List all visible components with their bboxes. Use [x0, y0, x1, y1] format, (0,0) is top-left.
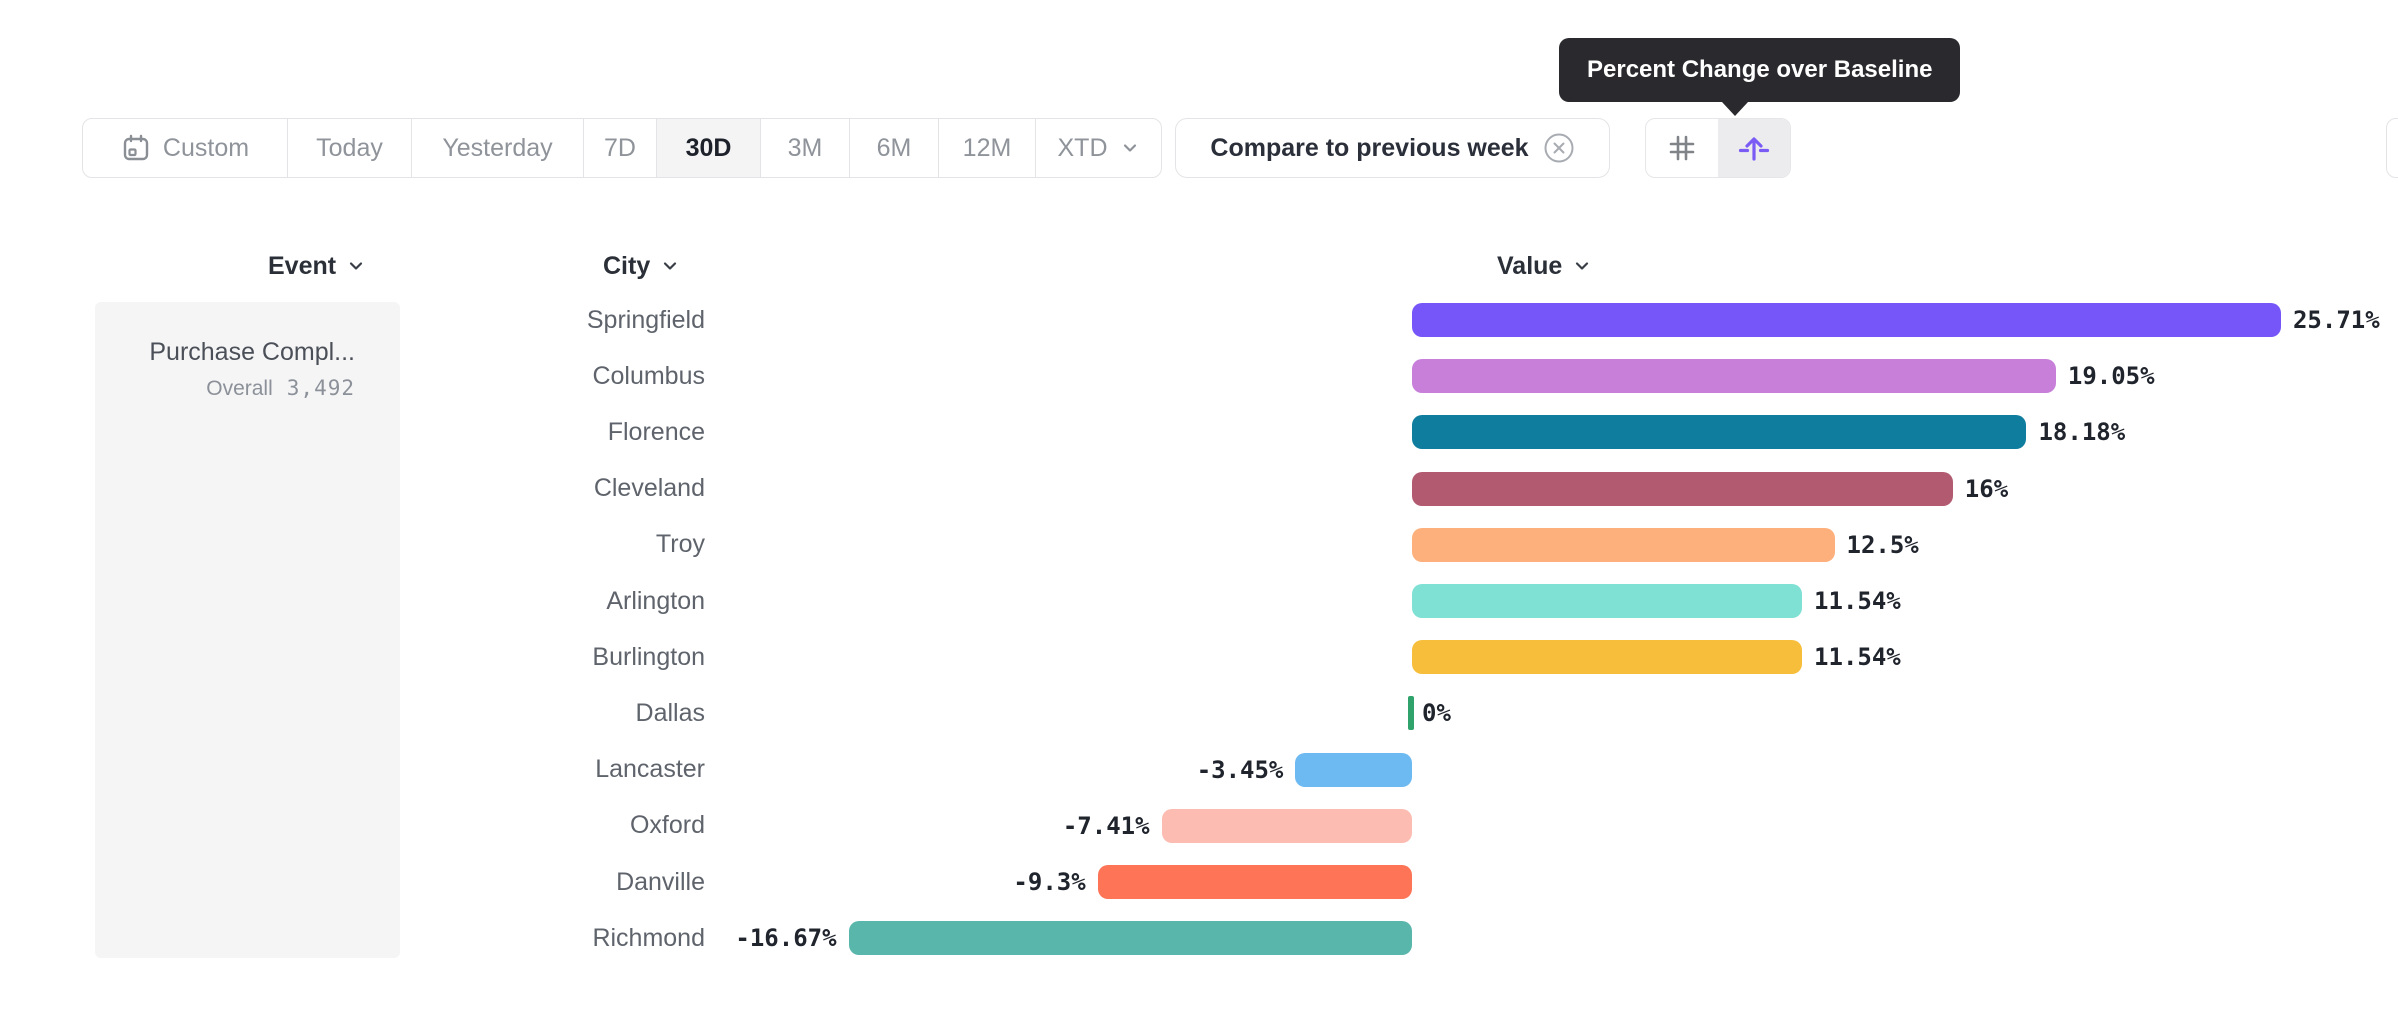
chart-row-cleveland: Cleveland 16%: [0, 461, 2398, 517]
bar-columbus[interactable]: [1412, 359, 2056, 394]
value-label: 0%: [1422, 699, 1451, 728]
bar-cleveland[interactable]: [1412, 471, 1953, 506]
bar-dallas[interactable]: [1408, 696, 1414, 731]
chevron-down-icon: [1576, 262, 1589, 270]
date-range-yesterday-button[interactable]: Yesterday: [412, 119, 584, 177]
chart-row-florence: Florence 18.18%: [0, 404, 2398, 460]
value-label: -16.67%: [735, 924, 837, 953]
value-label: 12.5%: [1846, 530, 1919, 559]
bar-oxford[interactable]: [1161, 808, 1412, 843]
view-mode-percent-change-button[interactable]: [1718, 119, 1790, 177]
remove-compare-icon[interactable]: [1543, 132, 1575, 164]
city-label: Burlington: [592, 642, 705, 671]
bar-richmond[interactable]: [848, 921, 1412, 956]
date-range-label: 12M: [962, 133, 1012, 162]
city-label: Cleveland: [593, 474, 705, 503]
bar-troy[interactable]: [1412, 527, 1835, 562]
city-label: Troy: [655, 530, 705, 559]
calendar-icon: [123, 134, 149, 161]
chart-row-arlington: Arlington 11.54%: [0, 573, 2398, 629]
column-header-event[interactable]: Event: [268, 248, 366, 284]
tooltip-percent-change: Percent Change over Baseline: [1559, 38, 1961, 116]
overall-value: 3,492: [286, 376, 355, 400]
city-label: Danville: [616, 867, 705, 896]
date-range-label: Yesterday: [442, 133, 553, 162]
value-header-label: Value: [1497, 251, 1563, 280]
overall-label: Overall: [206, 377, 273, 400]
chart-row-danville: Danville -9.3%: [0, 854, 2398, 910]
city-label: Florence: [607, 417, 705, 446]
chart-row-troy: Troy 12.5%: [0, 517, 2398, 573]
event-panel[interactable]: Purchase Compl... Overall 3,492: [95, 302, 400, 958]
date-range-custom-button[interactable]: Custom: [83, 119, 288, 177]
arrow-up-baseline-icon: [1738, 137, 1770, 161]
event-header-label: Event: [268, 251, 337, 280]
date-range-label: 3M: [787, 133, 823, 162]
value-display-toggle-group: [1645, 118, 1791, 178]
city-label: Lancaster: [595, 755, 705, 784]
date-range-label: Custom: [162, 133, 250, 162]
date-range-label: XTD: [1057, 133, 1108, 162]
date-range-label: Today: [316, 133, 383, 162]
city-label: Dallas: [635, 698, 705, 727]
bar-springfield[interactable]: [1412, 303, 2281, 337]
date-range-group: Custom Today Yesterday 7D 30D 3M 6M 12M XTD: [82, 118, 1162, 178]
city-label: Columbus: [592, 361, 705, 390]
date-range-label: 6M: [876, 133, 912, 162]
column-header-city[interactable]: City: [603, 248, 680, 284]
date-range-3m-button[interactable]: 3M: [761, 119, 850, 177]
value-label: -7.41%: [1062, 811, 1150, 840]
chevron-down-icon: [1123, 144, 1136, 152]
date-range-7d-button[interactable]: 7D: [584, 119, 657, 177]
value-label: 19.05%: [2067, 362, 2155, 391]
chart-row-burlington: Burlington 11.54%: [0, 629, 2398, 685]
bar-arlington[interactable]: [1412, 584, 1803, 618]
chevron-down-icon: [349, 262, 363, 270]
date-range-today-button[interactable]: Today: [288, 119, 412, 177]
chart-row-oxford: Oxford -7.41%: [0, 798, 2398, 854]
date-range-xtd-button[interactable]: XTD: [1036, 119, 1161, 177]
date-range-12m-button[interactable]: 12M: [939, 119, 1036, 177]
compare-label: Compare to previous week: [1210, 133, 1529, 162]
event-name: Purchase Compl...: [149, 338, 355, 366]
value-label: 18.18%: [2038, 418, 2126, 447]
compare-to-previous-week-button[interactable]: Compare to previous week: [1175, 118, 1610, 178]
tooltip-caret: [1722, 102, 1748, 116]
city-label: Richmond: [592, 923, 705, 952]
value-label: 11.54%: [1814, 587, 1901, 616]
chart-row-lancaster: Lancaster -3.45%: [0, 742, 2398, 798]
date-range-6m-button[interactable]: 6M: [850, 119, 939, 177]
value-label: 25.71%: [2292, 306, 2380, 335]
bar-danville[interactable]: [1097, 865, 1412, 899]
city-label: Oxford: [629, 811, 705, 840]
view-mode-numbers-button[interactable]: [1646, 119, 1718, 177]
value-label: 16%: [1964, 474, 2009, 503]
chevron-down-icon: [664, 262, 677, 270]
chart-row-columbus: Columbus 19.05%: [0, 348, 2398, 404]
chart-row-springfield: Springfield 25.71%: [0, 292, 2398, 348]
bar-florence[interactable]: [1412, 415, 2027, 450]
bar-lancaster[interactable]: [1295, 752, 1412, 787]
chart-row-richmond: Richmond -16.67%: [0, 910, 2398, 966]
hash-icon: [1669, 135, 1695, 161]
tooltip-text: Percent Change over Baseline: [1587, 56, 1933, 83]
value-label: -3.45%: [1196, 755, 1284, 784]
date-range-label: 7D: [604, 133, 636, 162]
value-label: 11.54%: [1814, 643, 1901, 672]
value-label: -9.3%: [1013, 868, 1086, 897]
city-label: Springfield: [586, 305, 705, 334]
bar-burlington[interactable]: [1412, 640, 1803, 675]
chart-row-dallas: Dallas 0%: [0, 685, 2398, 741]
city-header-label: City: [603, 251, 651, 280]
percent-change-bar-chart: Springfield 25.71% Columbus 19.05% Florence 1…: [0, 292, 2398, 970]
date-range-30d-button[interactable]: 30D: [657, 119, 761, 177]
event-overall-row: Overall 3,492: [95, 376, 400, 401]
column-header-value[interactable]: Value: [1497, 248, 1592, 284]
date-range-label: 30D: [685, 133, 732, 162]
clipped-toolbar-button[interactable]: [2386, 118, 2398, 178]
city-label: Arlington: [606, 586, 705, 615]
